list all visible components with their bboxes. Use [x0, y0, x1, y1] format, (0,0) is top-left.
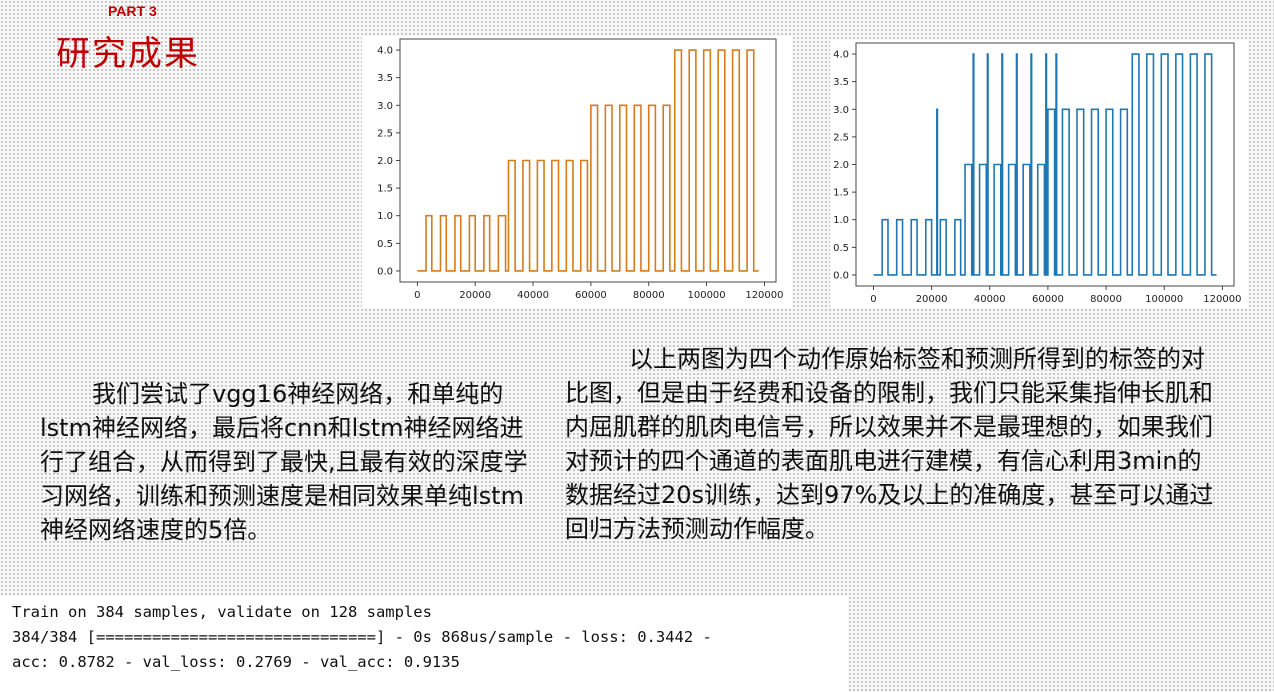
- original-x-tick-label: 40000: [517, 290, 549, 301]
- original-x-tick-label: 120000: [745, 290, 783, 301]
- predicted-y-tick-label: 3.0: [833, 105, 849, 116]
- predicted-x-tick-label: 80000: [1090, 294, 1122, 305]
- original-series-line: [417, 49, 759, 272]
- description-left: 我们尝试了vgg16神经网络，和单纯的lstm神经网络，最后将cnn和lstm神…: [40, 380, 528, 544]
- training-console-output: Train on 384 samples, validate on 128 sa…: [0, 596, 848, 692]
- original-y-tick-label: 4.0: [377, 46, 393, 57]
- predicted-labels-chart: 0.0 0.5 1.0 1.5 2.0 2.5 3.0 3.5 4.0 0 20000 40000 60…: [830, 40, 1248, 308]
- original-y-tick-label: 1.5: [377, 184, 393, 195]
- predicted-x-tick-label: 100000: [1145, 294, 1183, 305]
- predicted-y-tick-label: 1.5: [833, 188, 849, 199]
- predicted-y-tick-label: 2.0: [833, 160, 849, 171]
- predicted-y-tick-label: 0.0: [833, 270, 849, 281]
- original-x-tick-label: 80000: [633, 290, 665, 301]
- predicted-x-tick-label: 60000: [1032, 294, 1064, 305]
- description-right: 以上两图为四个动作原始标签和预测所得到的标签的对比图，但是由于经费和设备的限制，…: [565, 345, 1214, 543]
- original-labels-chart-svg: 0.0 0.5 1.0 1.5 2.0 2.5 3.0 3.5 4.0 0 20000 40000 60…: [377, 38, 784, 301]
- original-x-tick-label: 100000: [687, 290, 725, 301]
- predicted-labels-chart-svg: 0.0 0.5 1.0 1.5 2.0 2.5 3.0 3.5 4.0 0 20000 40000 60…: [833, 42, 1241, 305]
- console-line-1: Train on 384 samples, validate on 128 sa…: [12, 603, 432, 621]
- predicted-series-line: [873, 53, 1217, 276]
- predicted-y-tick-label: 3.5: [833, 77, 849, 88]
- original-x-tick-label: 20000: [459, 290, 491, 301]
- predicted-x-tick-label: 40000: [974, 294, 1006, 305]
- original-y-tick-label: 3.5: [377, 73, 393, 84]
- predicted-x-tick-label: 20000: [916, 294, 948, 305]
- predicted-x-tick-label: 120000: [1203, 294, 1241, 305]
- original-labels-chart: 0.0 0.5 1.0 1.5 2.0 2.5 3.0 3.5 4.0 0 20000 40000 60…: [362, 36, 792, 308]
- original-x-tick-label: 60000: [575, 290, 607, 301]
- page-title: 研究成果: [56, 34, 200, 74]
- console-line-2: 384/384 [==============================]…: [12, 628, 712, 646]
- original-y-tick-label: 1.0: [377, 211, 393, 222]
- predicted-y-tick-label: 4.0: [833, 50, 849, 61]
- original-x-tick-label: 0: [414, 290, 420, 301]
- original-y-tick-label: 0.0: [377, 266, 393, 277]
- console-line-3: acc: 0.8782 - val_loss: 0.2769 - val_acc…: [12, 653, 460, 671]
- predicted-y-tick-label: 1.0: [833, 215, 849, 226]
- original-y-tick-label: 3.0: [377, 101, 393, 112]
- original-y-tick-label: 2.5: [377, 128, 393, 139]
- predicted-y-tick-label: 0.5: [833, 243, 849, 254]
- original-y-tick-label: 2.0: [377, 156, 393, 167]
- original-y-tick-label: 0.5: [377, 239, 393, 250]
- part-label: PART 3: [108, 3, 157, 19]
- predicted-x-tick-label: 0: [870, 294, 876, 305]
- predicted-y-tick-label: 2.5: [833, 132, 849, 143]
